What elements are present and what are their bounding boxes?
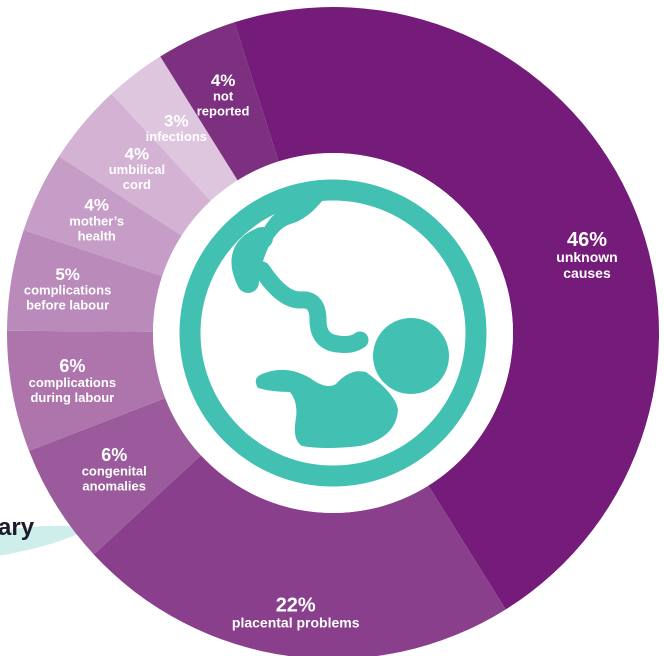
- decorative-swoosh: [0, 525, 90, 556]
- donut-slices: [7, 7, 659, 656]
- slice-category-label: anomalies: [82, 479, 146, 494]
- slice-category-label: during labour: [30, 390, 114, 405]
- slice-1: [93, 455, 506, 656]
- slice-category-label: causes: [563, 265, 611, 281]
- slice-percent-label: 4%: [125, 144, 150, 163]
- center-white-disc: [153, 153, 513, 513]
- slice-3: [7, 330, 166, 451]
- slice-percent-label: 22%: [276, 595, 316, 617]
- center-icon-group: [153, 153, 513, 513]
- slice-category-label: complications: [29, 375, 116, 390]
- center-teal-ring: [179, 179, 487, 487]
- slice-percent-label: 5%: [55, 265, 80, 284]
- slice-label-1: 22%placental problems: [232, 595, 360, 631]
- slice-0: [234, 7, 659, 610]
- slice-category-label: not: [213, 89, 234, 104]
- cropped-heading-fragment: ary: [0, 514, 35, 541]
- slice-5: [23, 156, 182, 277]
- slice-percent-label: 4%: [84, 196, 109, 215]
- slice-percent-label: 6%: [59, 356, 85, 376]
- slice-category-label: complications: [24, 283, 111, 298]
- slice-category-label: cord: [123, 177, 151, 192]
- fetus-with-umbilical-cord-icon: [231, 195, 449, 448]
- slice-category-label: mother’s: [69, 213, 124, 228]
- slice-percent-label: 4%: [211, 71, 236, 90]
- slice-6: [58, 93, 211, 236]
- slice-category-label: before labour: [26, 298, 109, 313]
- slice-percent-label: 6%: [101, 445, 127, 465]
- slice-category-label: placental problems: [232, 615, 360, 631]
- slice-category-label: infections: [146, 129, 207, 144]
- slice-category-label: reported: [197, 104, 250, 119]
- slice-4: [7, 230, 163, 332]
- slice-percent-label: 3%: [164, 111, 189, 130]
- slice-7: [111, 56, 238, 201]
- slice-category-label: congenital: [82, 464, 147, 479]
- slice-label-7: 3%infections: [146, 111, 207, 144]
- slice-percent-label: 46%: [567, 229, 607, 251]
- slice-2: [29, 398, 201, 555]
- slice-category-label: umbilical: [109, 162, 165, 177]
- slice-category-label: unknown: [556, 249, 617, 265]
- slice-category-label: health: [78, 228, 116, 243]
- slice-8: [160, 22, 279, 181]
